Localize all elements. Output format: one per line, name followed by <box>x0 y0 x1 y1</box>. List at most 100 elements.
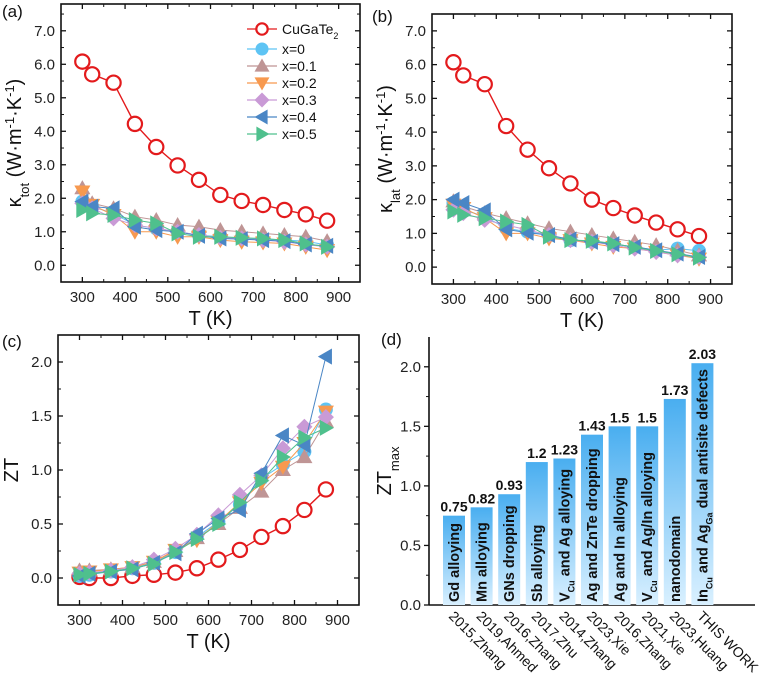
circle-open-marker <box>231 541 249 559</box>
series-line <box>79 409 327 577</box>
series-line <box>79 411 327 574</box>
circle-marker <box>255 42 269 56</box>
series-1 <box>72 402 333 583</box>
diamond-marker <box>254 92 270 108</box>
circle-open-marker <box>105 74 122 91</box>
triangle-right-marker <box>521 216 536 233</box>
series-6 <box>73 419 334 583</box>
bar-inner-label: VCu and Ag alloying <box>557 469 576 602</box>
bar-value-label: 1.5 <box>610 409 630 425</box>
panel-label-a: (a) <box>2 2 23 21</box>
triangle-left-marker <box>296 437 311 454</box>
x-tick-label: 900 <box>325 612 350 629</box>
triangle-right-marker <box>235 229 250 246</box>
circle-open-marker <box>167 564 184 581</box>
y-axis-label: κlat (W·m-1·K-1) <box>373 85 403 213</box>
triangle-left-marker <box>498 221 513 238</box>
series-3 <box>71 405 334 581</box>
circle-open-marker <box>605 199 622 217</box>
triangle-left-marker <box>455 194 470 212</box>
bar <box>553 458 576 605</box>
bar-value-label: 2.03 <box>689 346 716 362</box>
bar-value-label: 1.2 <box>527 445 547 461</box>
panel-label-c: (c) <box>2 332 22 351</box>
x-tick-label: 600 <box>569 291 594 308</box>
triangle-right-marker <box>214 228 229 245</box>
triangle-right-marker <box>104 563 119 580</box>
triangle-right-marker <box>76 201 91 219</box>
x-tick-label: 700 <box>241 289 266 306</box>
x-tick-label: 400 <box>484 291 509 308</box>
x-tick-label: 300 <box>67 612 92 629</box>
series-5 <box>445 191 706 266</box>
series-line <box>79 416 327 575</box>
x-tick-label: 800 <box>283 289 308 306</box>
triangle-left-marker <box>231 501 246 519</box>
triangle-right-marker <box>190 531 205 548</box>
y-tick-label: 0.0 <box>31 570 52 587</box>
triangle-right-marker <box>169 544 184 561</box>
circle-open-marker <box>445 54 462 71</box>
x-axis-label: T (K) <box>560 310 604 332</box>
x-axis-label: T (K) <box>188 308 232 330</box>
bar <box>525 462 548 605</box>
text-segment: Ga <box>704 511 714 524</box>
circle-open-marker <box>83 66 101 83</box>
y-tick-label: 1.0 <box>405 225 426 242</box>
legend-item: CuGaTe2 <box>247 21 338 41</box>
triangle-left-marker <box>253 465 268 482</box>
circle-open-marker <box>476 75 493 93</box>
circle-open-marker <box>540 160 558 177</box>
y-axis-label: κtot (W·m-1·K-1) <box>2 79 32 208</box>
triangle-right-marker <box>73 566 88 583</box>
bar-inner-label: Ag and ZnTe dropping <box>585 448 601 602</box>
x-tick-label: 600 <box>198 289 223 306</box>
series-0 <box>445 54 708 245</box>
text-segment: max <box>387 446 402 471</box>
x-tick-label: 400 <box>110 612 135 629</box>
triangle-up-marker <box>254 58 270 72</box>
legend-item: x=0 <box>247 41 305 57</box>
text-segment: and Ag/In alloying <box>640 452 656 580</box>
text-segment: GNs dropping <box>502 505 518 602</box>
bar <box>636 426 659 605</box>
triangle-right-marker <box>256 126 270 142</box>
series-line <box>79 421 327 571</box>
circle-open-marker <box>126 115 144 133</box>
y-axis-label: ZT <box>1 458 23 482</box>
x-tick-label: 500 <box>527 291 552 308</box>
bar-value-label: 1.23 <box>551 441 578 457</box>
triangle-down-marker <box>74 185 91 200</box>
text-segment: Sb alloying <box>530 525 546 602</box>
bar <box>663 398 686 605</box>
triangle-right-marker <box>147 555 162 573</box>
triangle-right-marker <box>457 206 472 223</box>
triangle-right-marker <box>321 238 336 255</box>
legend-item: x=0.1 <box>247 58 317 74</box>
series-6 <box>447 203 708 266</box>
bar-value-label: 1.43 <box>578 418 605 434</box>
y-tick-label: 1.0 <box>34 224 55 241</box>
bar-value-label: 1.73 <box>661 382 688 398</box>
y-tick-label: 1.5 <box>400 418 421 435</box>
y-tick-label: 3.0 <box>34 157 55 174</box>
series-2 <box>71 413 334 577</box>
y-axis-label: ZTmax <box>374 446 402 495</box>
y-tick-label: 5.0 <box>34 90 55 107</box>
text-segment: lat <box>388 189 403 203</box>
plot-frame <box>60 3 361 283</box>
x-tick-label: 600 <box>196 612 221 629</box>
text-segment: ) <box>375 85 397 92</box>
y-tick-label: 2.0 <box>400 359 421 376</box>
x-tick-label: 700 <box>612 291 637 308</box>
diamond-marker <box>317 409 334 426</box>
x-tick-label: 300 <box>70 289 95 306</box>
circle-open-marker <box>455 67 472 84</box>
triangle-right-marker <box>278 232 293 249</box>
triangle-down-marker <box>274 460 291 475</box>
bar-inner-label: VCu and Ag/In alloying <box>640 452 659 602</box>
bar <box>443 515 465 605</box>
triangle-right-marker <box>126 560 141 577</box>
triangle-right-marker <box>233 494 248 511</box>
